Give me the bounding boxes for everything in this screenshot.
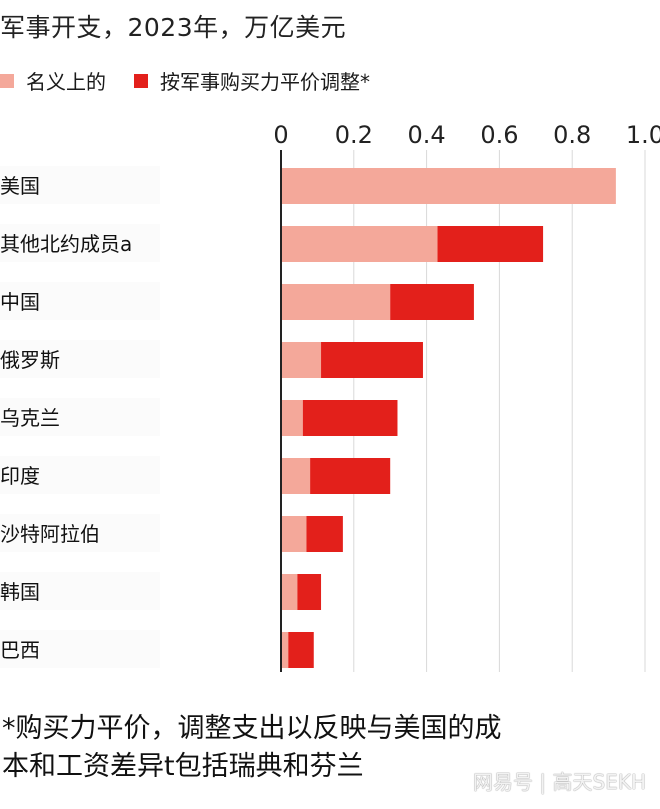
category-label: 中国 — [0, 290, 40, 314]
legend-item-ppp: 按军事购买力平价调整* — [134, 66, 370, 95]
x-tick-label: 1.0 — [626, 121, 660, 149]
category-label-bg — [0, 166, 160, 204]
bar-ppp-adjusted — [306, 516, 343, 552]
footnote: *购买力平价，调整支出以反映与美国的成 本和工资差异t包括瑞典和芬兰 — [2, 710, 642, 786]
footnote-line-2: 本和工资差异t包括瑞典和芬兰 — [2, 751, 364, 782]
category-label-bg — [0, 630, 160, 668]
bar-nominal — [281, 458, 311, 494]
category-label: 韩国 — [0, 580, 40, 604]
chart-title: 军事开支，2023年，万亿美元 — [0, 13, 347, 42]
x-tick-label: 0 — [273, 121, 288, 149]
category-label-bg — [0, 398, 160, 436]
bar-nominal — [281, 226, 438, 262]
category-label-bg — [0, 456, 160, 494]
bar-nominal — [281, 284, 391, 320]
legend-item-nominal: 名义上的 — [0, 66, 106, 95]
legend-swatch-nominal — [0, 73, 14, 88]
bar-ppp-adjusted — [390, 284, 474, 320]
category-label: 沙特阿拉伯 — [0, 522, 100, 546]
bar-ppp-adjusted — [310, 458, 391, 494]
category-label-bg — [0, 224, 160, 262]
category-label-bg — [0, 514, 160, 552]
category-label: 乌克兰 — [0, 406, 60, 430]
bar-ppp-adjusted — [321, 342, 423, 378]
category-label: 其他北约成员a — [0, 232, 132, 256]
category-label-bg — [0, 282, 160, 320]
legend-label-nominal: 名义上的 — [26, 70, 106, 94]
bar-nominal — [281, 342, 322, 378]
legend: 名义上的 按军事购买力平价调整* — [0, 66, 398, 95]
watermark: 网易号 | 高天SEKH — [473, 770, 646, 794]
bar-nominal — [281, 632, 289, 668]
x-tick-label: 0.8 — [553, 121, 591, 149]
legend-label-ppp: 按军事购买力平价调整* — [160, 70, 370, 94]
bar-nominal — [281, 400, 303, 436]
category-label: 巴西 — [0, 638, 40, 662]
x-tick-label: 0.4 — [408, 121, 446, 149]
category-label: 俄罗斯 — [0, 348, 60, 372]
footnote-line-1: *购买力平价，调整支出以反映与美国的成 — [2, 713, 502, 744]
bar-ppp-adjusted — [297, 574, 322, 610]
category-label-bg — [0, 340, 160, 378]
x-tick-label: 0.2 — [335, 121, 373, 149]
category-label: 印度 — [0, 464, 40, 488]
bar-nominal — [281, 574, 298, 610]
bar-ppp-adjusted — [288, 632, 314, 668]
category-label: 美国 — [0, 174, 40, 198]
bar-nominal — [281, 516, 307, 552]
bar-nominal — [281, 168, 616, 204]
legend-swatch-ppp — [134, 73, 148, 88]
bar-ppp-adjusted — [437, 226, 544, 262]
bar-ppp-adjusted — [302, 400, 398, 436]
x-tick-label: 0.6 — [480, 121, 518, 149]
category-label-bg — [0, 572, 160, 610]
